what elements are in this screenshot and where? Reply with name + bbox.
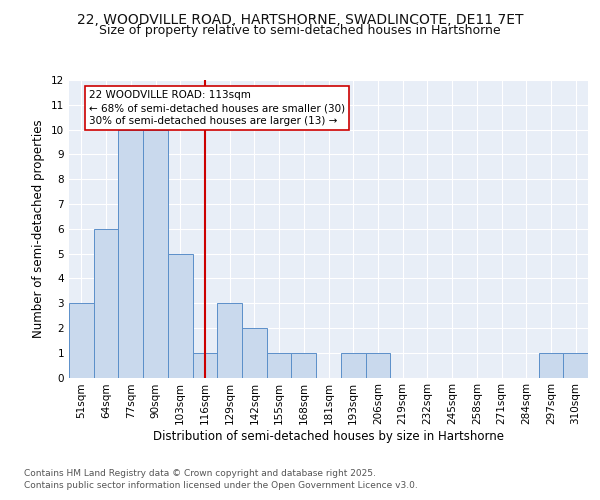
Bar: [267, 352, 292, 378]
Bar: [118, 130, 143, 378]
Bar: [242, 328, 267, 378]
Text: Contains public sector information licensed under the Open Government Licence v3: Contains public sector information licen…: [24, 481, 418, 490]
Bar: [193, 352, 217, 378]
Bar: [539, 352, 563, 378]
Bar: [217, 303, 242, 378]
Bar: [341, 352, 365, 378]
Bar: [94, 229, 118, 378]
Text: Size of property relative to semi-detached houses in Hartshorne: Size of property relative to semi-detach…: [99, 24, 501, 37]
Text: Contains HM Land Registry data © Crown copyright and database right 2025.: Contains HM Land Registry data © Crown c…: [24, 469, 376, 478]
Bar: [563, 352, 588, 378]
Bar: [292, 352, 316, 378]
Bar: [143, 130, 168, 378]
Bar: [365, 352, 390, 378]
Bar: [69, 303, 94, 378]
Text: 22 WOODVILLE ROAD: 113sqm
← 68% of semi-detached houses are smaller (30)
30% of : 22 WOODVILLE ROAD: 113sqm ← 68% of semi-…: [89, 90, 345, 126]
Y-axis label: Number of semi-detached properties: Number of semi-detached properties: [32, 120, 46, 338]
Bar: [168, 254, 193, 378]
Text: 22, WOODVILLE ROAD, HARTSHORNE, SWADLINCOTE, DE11 7ET: 22, WOODVILLE ROAD, HARTSHORNE, SWADLINC…: [77, 12, 523, 26]
X-axis label: Distribution of semi-detached houses by size in Hartshorne: Distribution of semi-detached houses by …: [153, 430, 504, 443]
